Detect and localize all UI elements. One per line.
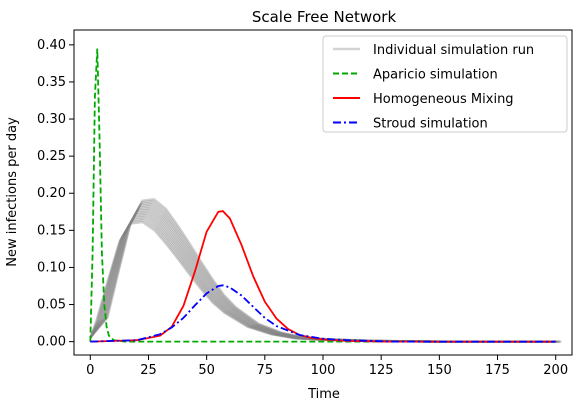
x-tick-label: 0	[86, 363, 94, 378]
x-tick-label: 150	[427, 363, 452, 378]
x-tick-label: 200	[543, 363, 568, 378]
y-tick-label: 0.20	[37, 186, 66, 201]
y-tick-label: 0.15	[37, 223, 66, 238]
y-tick-label: 0.30	[37, 112, 66, 127]
series-line-stroud-simulation	[90, 284, 556, 343]
legend-label: Individual simulation run	[373, 43, 534, 58]
x-axis-ticks: 0 25 50 75 100 125 150 175 200	[86, 355, 568, 378]
individual-run-line	[89, 220, 550, 343]
individual-run-line	[89, 219, 551, 343]
x-tick-label: 125	[369, 363, 394, 378]
x-axis-label: Time	[307, 387, 340, 402]
y-axis-ticks: 0.00 0.05 0.10 0.15 0.20 0.25 0.30 0.35 0.40	[37, 38, 74, 350]
legend-label: Stroud simulation	[373, 117, 488, 132]
legend-label: Homogeneous Mixing	[373, 92, 514, 107]
x-tick-label: 100	[311, 363, 336, 378]
legend-box	[322, 35, 568, 133]
y-tick-label: 0.00	[37, 335, 66, 350]
y-axis-label: New infections per day	[5, 117, 20, 267]
x-tick-label: 50	[198, 363, 215, 378]
y-tick-label: 0.25	[37, 149, 66, 164]
y-tick-label: 0.40	[37, 38, 66, 53]
x-tick-label: 75	[257, 363, 274, 378]
chart-title: Scale Free Network	[252, 8, 397, 26]
legend: Individual simulation run Aparicio simula…	[322, 35, 568, 133]
y-tick-label: 0.35	[37, 75, 66, 90]
series-layer	[89, 48, 556, 343]
x-tick-label: 25	[140, 363, 157, 378]
legend-label: Aparicio simulation	[373, 68, 498, 83]
individual-run-line	[89, 217, 552, 343]
y-tick-label: 0.10	[37, 260, 66, 275]
y-tick-label: 0.05	[37, 298, 66, 313]
x-tick-label: 175	[485, 363, 510, 378]
